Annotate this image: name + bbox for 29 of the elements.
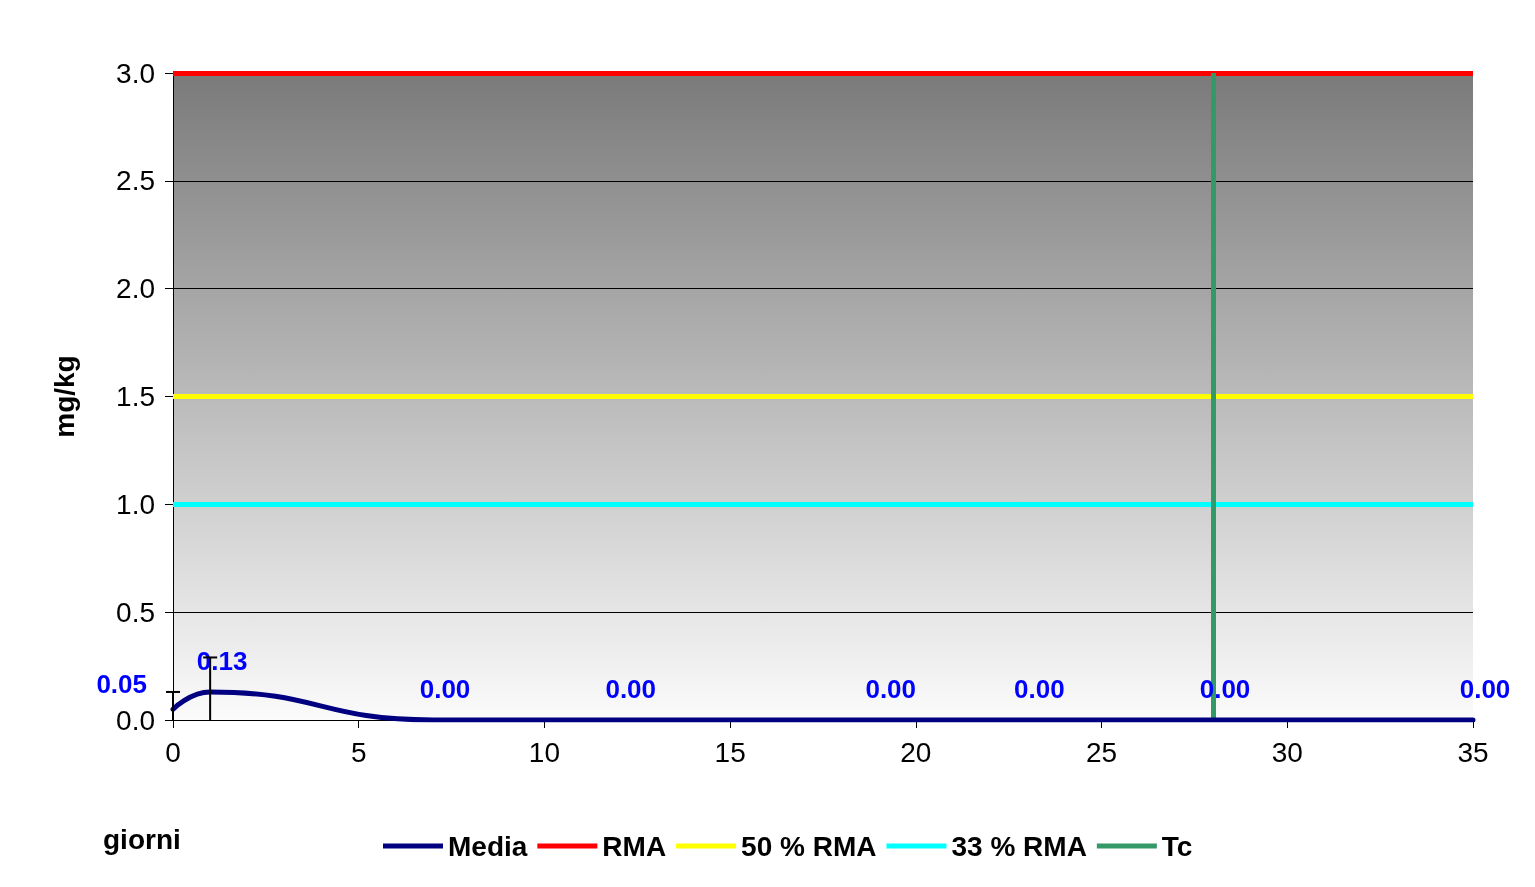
data-label: 0.00: [605, 674, 657, 704]
legend-label: RMA: [602, 830, 667, 862]
x-axis-title: giorni: [103, 823, 181, 855]
y-tick-label: 0.0: [116, 704, 155, 736]
legend-label: Tc: [1161, 830, 1193, 862]
x-tick-label: 20: [900, 736, 932, 768]
x-tick-label: 25: [1085, 736, 1118, 768]
x-tick-label: 10: [528, 736, 561, 768]
y-tick-label: 2.0: [116, 273, 155, 305]
data-label: 0.00: [419, 674, 471, 704]
y-axis-title: mg/kg: [48, 355, 80, 438]
y-tick-label: 2.5: [116, 165, 155, 197]
y-tick-label: 0.5: [116, 596, 155, 628]
y-tick-label: 1.0: [116, 488, 155, 520]
legend-label: 33 % RMA: [951, 830, 1087, 862]
data-label: 0.00: [1013, 674, 1065, 704]
data-label: 0.00: [865, 674, 917, 704]
x-tick-label: 5: [350, 736, 367, 768]
x-tick-label: 30: [1271, 736, 1303, 768]
x-tick-label: 0: [165, 736, 181, 768]
data-label: 0.05: [96, 669, 147, 700]
data-label: 0.00: [1459, 674, 1511, 704]
legend-label: 50 % RMA: [741, 830, 877, 862]
x-tick-label: 35: [1457, 736, 1489, 768]
y-tick-label: 1.5: [116, 381, 155, 412]
data-label: 0.13: [196, 645, 248, 676]
x-tick-label: 15: [714, 736, 746, 768]
legend-label: Media: [448, 830, 528, 862]
y-tick-label: 3.0: [116, 57, 155, 89]
